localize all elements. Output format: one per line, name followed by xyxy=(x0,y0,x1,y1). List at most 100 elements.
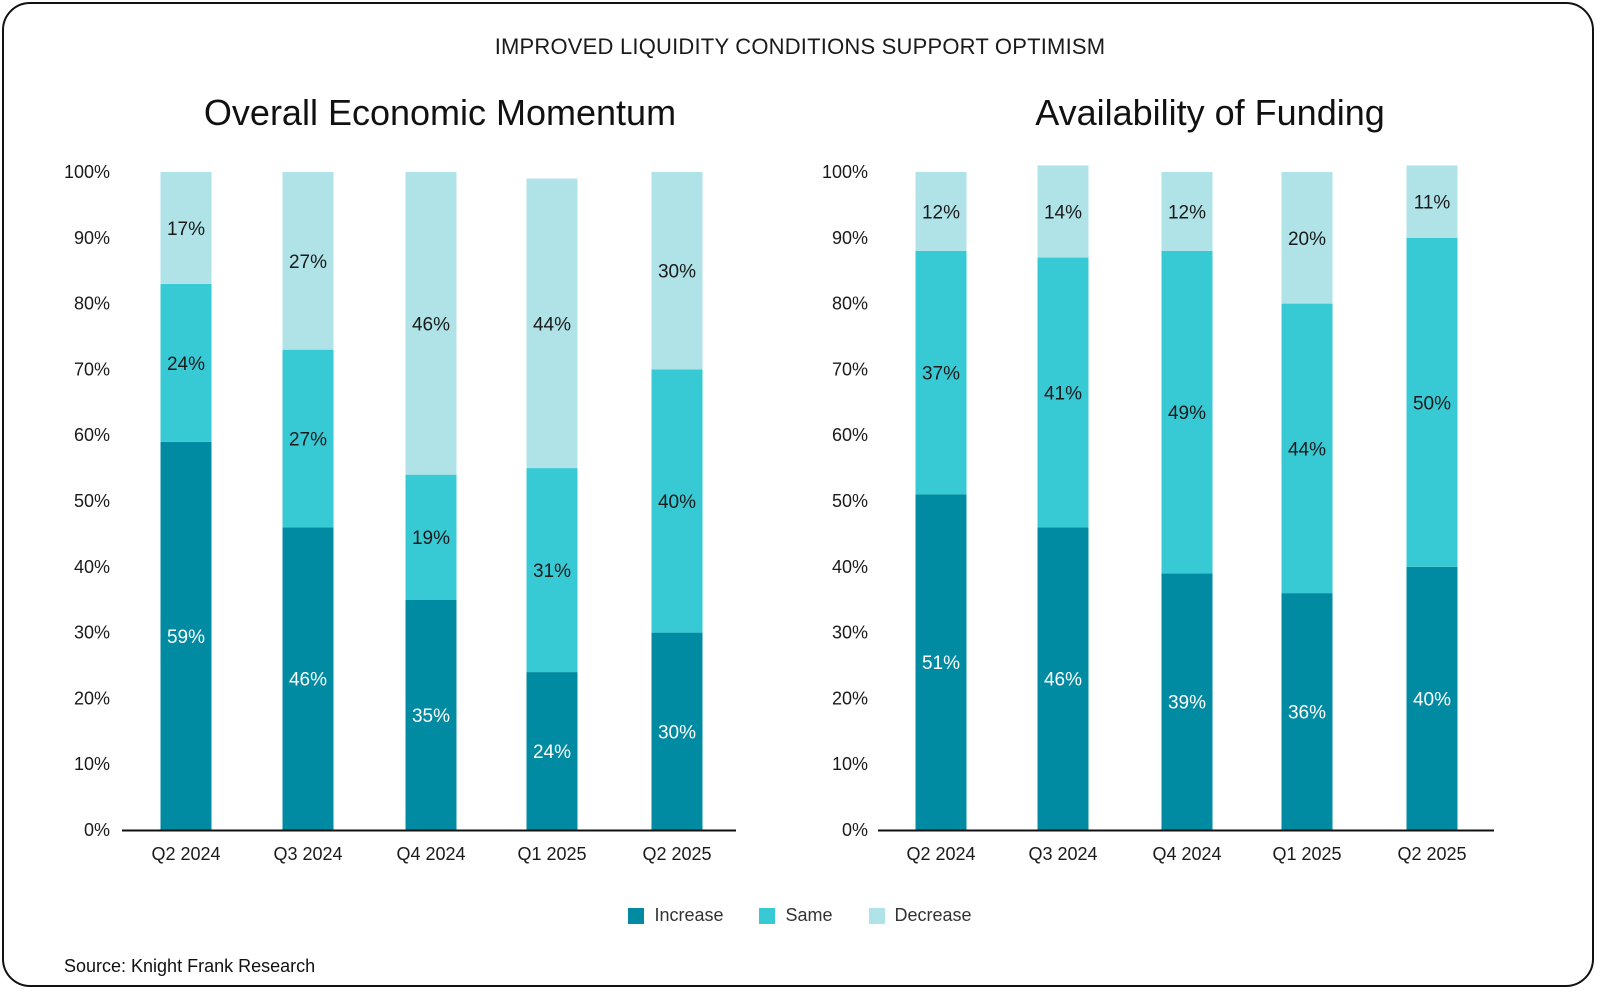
x-tick-label: Q4 2024 xyxy=(1152,844,1221,864)
bar-segment-same xyxy=(405,474,457,600)
data-label-decrease: 14% xyxy=(1044,202,1082,223)
x-tick-label: Q2 2025 xyxy=(642,844,711,864)
y-tick-label: 50% xyxy=(832,491,868,511)
legend-swatch-increase xyxy=(628,907,645,924)
bar-segment-decrease xyxy=(1161,172,1213,251)
legend-label-increase: Increase xyxy=(654,905,724,925)
data-label-increase: 39% xyxy=(1168,693,1206,714)
x-tick-label: Q2 2024 xyxy=(906,844,975,864)
bar-segment-increase xyxy=(160,441,212,830)
source-note: Source: Knight Frank Research xyxy=(64,956,316,976)
bar-segment-increase xyxy=(1406,566,1458,830)
y-tick-label: 0% xyxy=(84,820,110,840)
y-tick-label: 40% xyxy=(832,557,868,577)
data-label-same: 31% xyxy=(533,561,571,582)
bar-segment-increase xyxy=(405,599,457,830)
bar-segment-decrease xyxy=(1406,165,1458,238)
data-label-increase: 36% xyxy=(1288,703,1326,724)
y-tick-label: 60% xyxy=(74,425,110,445)
bar-segment-decrease xyxy=(160,172,212,284)
chart-title-funding-availability: Availability of Funding xyxy=(1035,92,1385,133)
data-label-increase: 35% xyxy=(412,706,450,727)
data-label-same: 50% xyxy=(1413,393,1451,414)
data-label-increase: 30% xyxy=(658,722,696,743)
bar-segment-same xyxy=(1161,250,1213,574)
y-tick-label: 90% xyxy=(832,228,868,248)
legend-item-increase: Increase xyxy=(628,905,723,926)
bar-segment-decrease xyxy=(651,172,703,370)
data-label-decrease: 12% xyxy=(922,202,960,223)
data-label-increase: 59% xyxy=(167,627,205,648)
y-tick-label: 20% xyxy=(74,688,110,708)
data-label-same: 49% xyxy=(1168,403,1206,424)
data-label-same: 24% xyxy=(167,354,205,375)
bar-segment-decrease xyxy=(526,178,578,469)
bar-segment-same xyxy=(282,349,334,528)
x-tick-label: Q2 2024 xyxy=(151,844,220,864)
y-tick-label: 70% xyxy=(832,359,868,379)
data-label-decrease: 44% xyxy=(533,314,571,335)
data-label-increase: 24% xyxy=(533,742,571,763)
x-tick-label: Q1 2025 xyxy=(517,844,586,864)
y-tick-label: 100% xyxy=(822,162,868,182)
bar-segment-same xyxy=(160,283,212,442)
bar-segment-same xyxy=(526,468,578,673)
data-label-same: 37% xyxy=(922,364,960,385)
data-label-decrease: 12% xyxy=(1168,202,1206,223)
y-tick-label: 70% xyxy=(74,359,110,379)
bar-segment-same xyxy=(915,250,967,495)
x-tick-label: Q3 2024 xyxy=(273,844,342,864)
data-label-decrease: 27% xyxy=(289,252,327,273)
y-tick-label: 40% xyxy=(74,557,110,577)
y-tick-label: 100% xyxy=(64,162,110,182)
y-tick-label: 90% xyxy=(74,228,110,248)
data-label-same: 40% xyxy=(658,492,696,513)
data-label-decrease: 46% xyxy=(412,314,450,335)
figure-title: IMPROVED LIQUIDITY CONDITIONS SUPPORT OP… xyxy=(494,34,1106,59)
data-label-decrease: 30% xyxy=(658,262,696,283)
bar-segment-increase xyxy=(1281,593,1333,830)
legend-label-same: Same xyxy=(785,905,833,925)
data-label-increase: 46% xyxy=(289,670,327,691)
y-tick-label: 60% xyxy=(832,425,868,445)
data-label-same: 44% xyxy=(1288,439,1326,460)
y-tick-label: 20% xyxy=(832,688,868,708)
x-tick-label: Q3 2024 xyxy=(1028,844,1097,864)
legend-item-decrease: Decrease xyxy=(868,905,972,926)
bar-segment-decrease xyxy=(405,172,457,475)
bar-segment-decrease xyxy=(282,172,334,350)
bar-segment-increase xyxy=(1161,573,1213,830)
data-label-decrease: 20% xyxy=(1288,229,1326,250)
bar-segment-decrease xyxy=(1037,165,1089,258)
data-label-decrease: 11% xyxy=(1414,193,1451,214)
y-tick-label: 0% xyxy=(842,820,868,840)
data-label-increase: 51% xyxy=(922,653,960,674)
bar-segment-increase xyxy=(282,527,334,830)
data-label-same: 27% xyxy=(289,429,327,450)
y-tick-label: 80% xyxy=(832,294,868,314)
x-tick-label: Q2 2025 xyxy=(1397,844,1466,864)
bar-segment-same xyxy=(651,369,703,633)
legend-item-same: Same xyxy=(759,905,833,926)
y-tick-label: 30% xyxy=(832,623,868,643)
data-label-decrease: 17% xyxy=(167,219,205,240)
bar-segment-same xyxy=(1406,237,1458,567)
y-tick-label: 80% xyxy=(74,294,110,314)
data-label-same: 19% xyxy=(412,528,450,549)
legend-label-decrease: Decrease xyxy=(894,905,972,925)
legend: Increase Same Decrease xyxy=(0,905,1600,926)
y-tick-label: 30% xyxy=(74,623,110,643)
data-label-increase: 40% xyxy=(1413,689,1451,710)
legend-swatch-decrease xyxy=(868,907,885,924)
bar-segment-same xyxy=(1281,303,1333,594)
x-tick-label: Q1 2025 xyxy=(1272,844,1341,864)
legend-swatch-same xyxy=(759,907,776,924)
bar-segment-decrease xyxy=(1281,172,1333,304)
bar-segment-increase xyxy=(526,672,578,830)
x-tick-label: Q4 2024 xyxy=(396,844,465,864)
y-tick-label: 50% xyxy=(74,491,110,511)
data-label-same: 41% xyxy=(1044,383,1082,404)
bar-segment-increase xyxy=(651,632,703,830)
chart-title-economic-momentum: Overall Economic Momentum xyxy=(203,92,677,133)
